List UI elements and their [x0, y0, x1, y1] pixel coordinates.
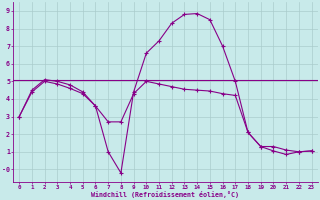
X-axis label: Windchill (Refroidissement éolien,°C): Windchill (Refroidissement éolien,°C) [92, 191, 239, 198]
